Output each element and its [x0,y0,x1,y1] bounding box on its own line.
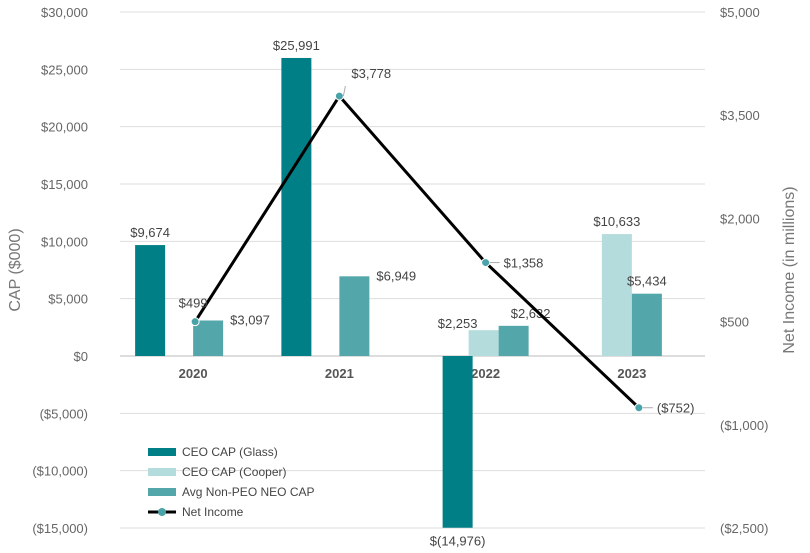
legend-label: Avg Non-PEO NEO CAP [182,485,315,499]
y-axis-title: CAP ($000) [7,228,24,311]
y-tick-label: $30,000 [41,5,88,20]
bar-data-label: $3,097 [230,312,270,327]
y-tick-label: ($5,000) [40,406,88,421]
y-tick-label: $20,000 [41,120,88,135]
legend-label: CEO CAP (Cooper) [182,465,286,479]
bar-ceo-cap-glass- [281,57,312,356]
y2-tick-label: $500 [720,315,749,330]
y2-tick-label: $3,500 [720,108,760,123]
legend-swatch [148,488,176,496]
bar-ceo-cap-glass- [442,356,473,528]
bar-ceo-cap-cooper- [601,234,632,356]
bar-data-label: $(14,976) [430,534,486,549]
bar-avg-non-peo-neo-cap [498,325,529,356]
bar-avg-non-peo-neo-cap [631,293,662,356]
net-income-marker [334,91,344,101]
bar-data-label: $2,253 [438,316,478,331]
net-income-marker [481,258,491,268]
legend-label: CEO CAP (Glass) [182,445,278,459]
bar-ceo-cap-cooper- [468,330,499,356]
x-category-label: 2021 [325,366,354,381]
legend-label: Net Income [182,505,244,519]
y2-tick-label: ($1,000) [720,418,768,433]
bar-data-label: $10,633 [593,214,640,229]
bar-avg-non-peo-neo-cap [193,320,224,356]
y-tick-label: $15,000 [41,177,88,192]
net-income-data-label: $1,358 [504,256,544,271]
legend-line-marker [158,508,166,516]
y-tick-label: $10,000 [41,234,88,249]
net-income-data-label: $3,778 [351,66,391,81]
y-tick-label: $0 [74,349,88,364]
bar-data-label: $6,949 [376,268,416,283]
y-tick-label: $25,000 [41,62,88,77]
net-income-marker [634,403,644,413]
bar-ceo-cap-glass- [135,245,166,356]
bar-avg-non-peo-neo-cap [339,276,370,356]
bar-data-label: $9,674 [130,225,170,240]
net-income-data-label: ($752) [657,401,695,416]
y-tick-label: $5,000 [48,292,88,307]
y-tick-label: ($15,000) [32,521,88,536]
net-income-data-label: $499 [179,296,208,311]
bar-data-label: $25,991 [273,38,320,53]
legend-swatch [148,468,176,476]
x-category-label: 2023 [617,366,646,381]
line-label-leader [342,85,346,97]
y2-tick-label: ($2,500) [720,521,768,536]
y2-axis-title: Net Income (in millions) [781,186,798,353]
bar-data-label: $5,434 [627,274,667,289]
y2-tick-label: $5,000 [720,5,760,20]
legend-swatch [148,448,176,456]
net-income-line [193,93,640,409]
bar-data-label: $2,632 [511,306,551,321]
net-income-marker [190,317,200,327]
y2-tick-label: $2,000 [720,211,760,226]
x-category-label: 2022 [471,366,500,381]
y-tick-label: ($10,000) [32,464,88,479]
x-category-label: 2020 [179,366,208,381]
